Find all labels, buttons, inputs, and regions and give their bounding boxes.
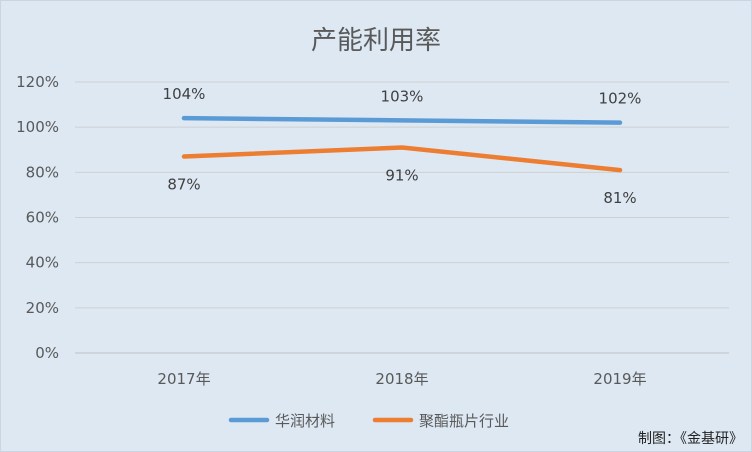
data-label: 91% bbox=[385, 166, 418, 184]
legend-label: 聚酯瓶片行业 bbox=[419, 412, 509, 430]
series-lines bbox=[181, 115, 623, 173]
y-tick-label: 80% bbox=[26, 163, 59, 181]
data-label: 103% bbox=[381, 87, 424, 105]
series-line-1 bbox=[181, 145, 623, 173]
legend-label: 华润材料 bbox=[275, 412, 335, 430]
x-axis-ticks: 2017年 2018年 2019年 bbox=[157, 370, 646, 388]
data-label: 104% bbox=[163, 85, 206, 103]
y-tick-label: 60% bbox=[26, 209, 59, 227]
y-tick-label: 100% bbox=[16, 118, 59, 136]
data-labels: 104% 103% 102% 87% 91% 81% bbox=[163, 85, 642, 207]
y-tick-label: 40% bbox=[26, 254, 59, 272]
chart-title: 产能利用率 bbox=[311, 26, 441, 56]
credit-text: 制图：《金基研》 bbox=[638, 430, 743, 447]
x-tick-label: 2019年 bbox=[593, 370, 646, 388]
gridlines bbox=[75, 81, 729, 354]
series-line-0 bbox=[181, 115, 623, 125]
legend: 华润材料 聚酯瓶片行业 bbox=[228, 412, 509, 430]
x-tick-label: 2018年 bbox=[375, 370, 428, 388]
y-tick-label: 0% bbox=[35, 344, 59, 362]
data-label: 102% bbox=[599, 90, 642, 108]
x-tick-label: 2017年 bbox=[157, 370, 210, 388]
y-axis-ticks: 0% 20% 40% 60% 80% 100% 120% bbox=[16, 73, 59, 362]
data-label: 81% bbox=[603, 189, 636, 207]
y-tick-label: 20% bbox=[26, 299, 59, 317]
data-label: 87% bbox=[167, 176, 200, 194]
y-tick-label: 120% bbox=[16, 73, 59, 91]
